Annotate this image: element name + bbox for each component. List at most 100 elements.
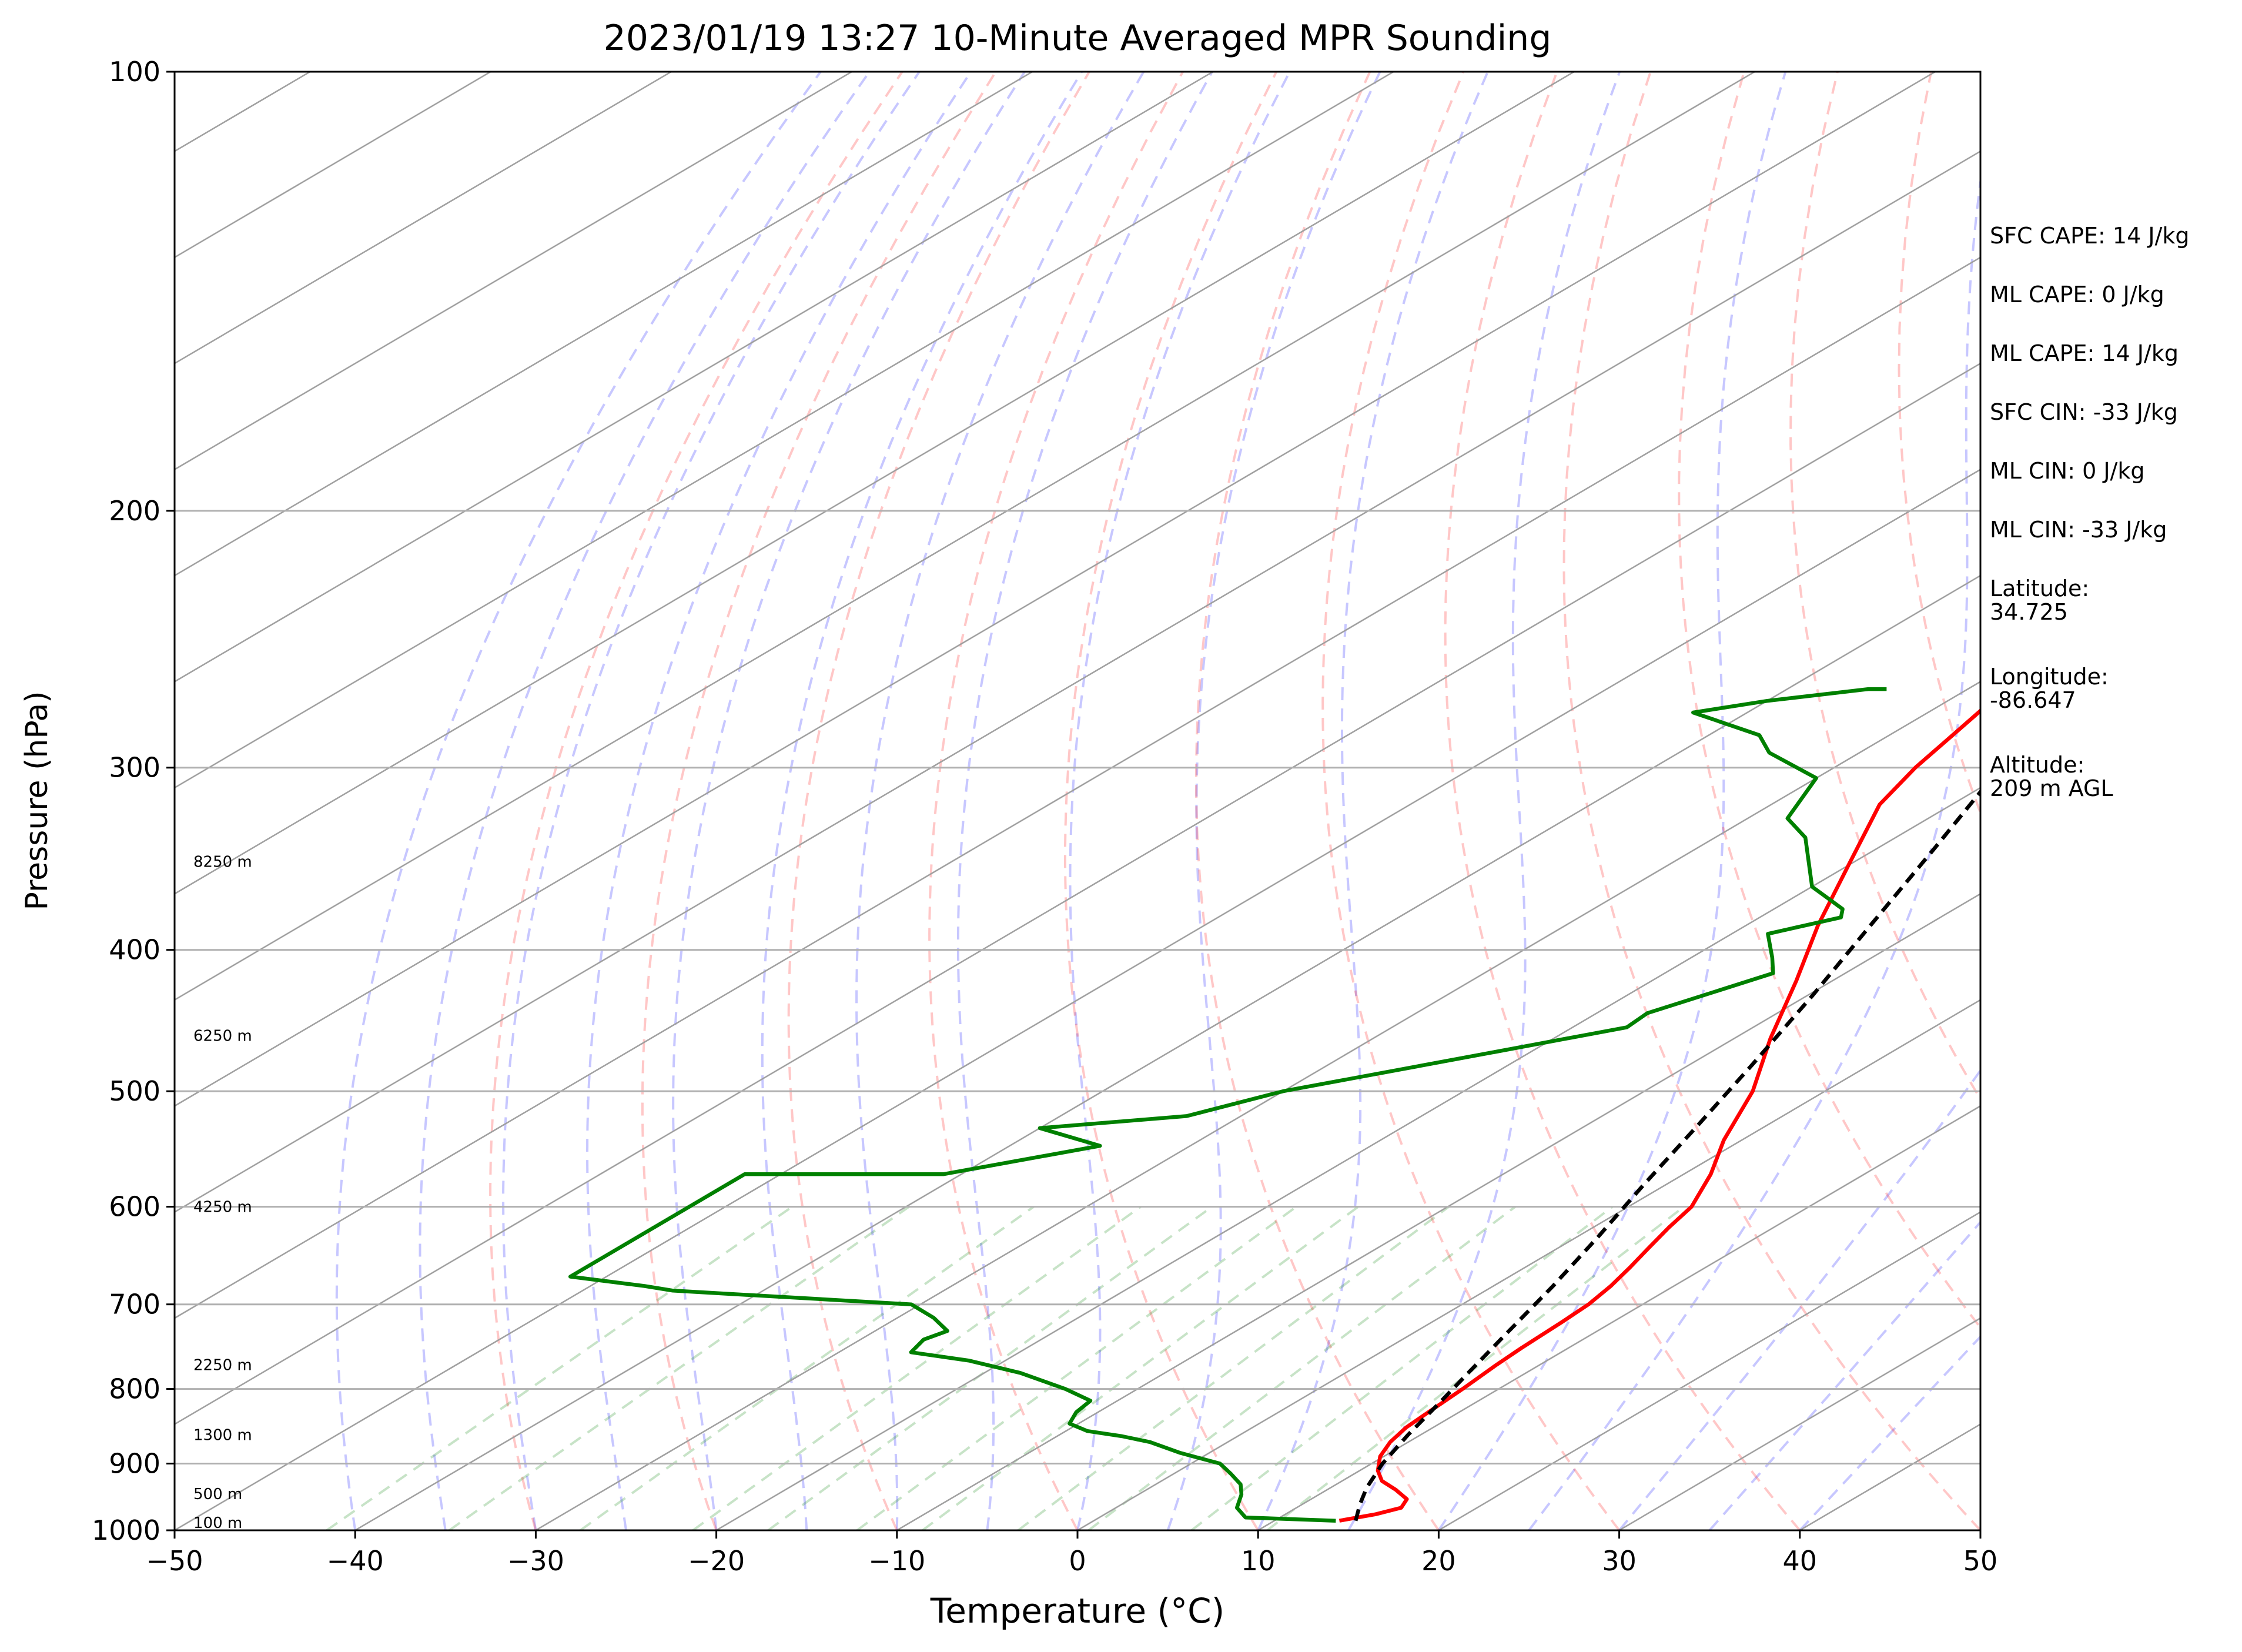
isotherm-line	[1257, 1105, 1980, 1530]
height-labels: 100 m 500 m 1300 m 2250 m 4250 m 6250 m 8250 m	[193, 854, 252, 1532]
sounding-series	[568, 687, 1980, 1523]
y-tick-label: 200	[109, 495, 160, 527]
moist-adiabat	[1528, 174, 1980, 1530]
y-tick-label: 800	[109, 1373, 160, 1405]
info-text: ML CAPE: 14 J/kg	[1990, 340, 2179, 366]
info-line: SFC CAPE: 14 J/kg	[1990, 223, 2190, 249]
isotherm-line	[175, 72, 1394, 789]
y-tick-label: 100	[109, 56, 160, 88]
info-line: ML CAPE: 0 J/kg	[1990, 282, 2164, 307]
x-tick-label: −30	[507, 1545, 564, 1577]
isotherm-line	[535, 681, 1980, 1530]
info-line: ML CIN: -33 J/kg	[1990, 517, 2167, 543]
moist-adiabat	[761, 72, 1083, 1530]
moist-adiabat	[419, 72, 871, 1530]
mixing-ratio-line	[326, 1205, 793, 1530]
dry-adiabat	[1064, 72, 1278, 1530]
moist-adiabats	[335, 72, 1980, 1530]
isotherm-line	[354, 574, 1980, 1530]
isotherm-line	[175, 256, 1980, 1319]
isotherm-line	[175, 72, 1755, 1001]
isotherms	[175, 72, 1980, 1530]
isotherm-line	[175, 362, 1980, 1426]
isotherm-line	[1438, 1211, 1980, 1530]
height-label: 500 m	[193, 1486, 242, 1503]
info-text: ML CAPE: 0 J/kg	[1990, 282, 2164, 307]
isotherm-line	[175, 72, 1936, 1107]
x-tick-label: 40	[1783, 1545, 1818, 1577]
dry-adiabat	[1444, 72, 1801, 1530]
series-line-1	[1354, 788, 1980, 1521]
height-label: 6250 m	[193, 1028, 252, 1045]
info-text: Altitude: 209 m AGL	[1990, 752, 2113, 801]
isotherm-line	[175, 72, 1033, 577]
info-line: Latitude:	[1990, 576, 2089, 601]
info-line: 209 m AGL	[1990, 775, 2113, 801]
y-tick-label: 700	[109, 1289, 160, 1320]
dry-adiabats	[489, 72, 1980, 1530]
info-line: Longitude:	[1990, 664, 2109, 690]
isotherm-line	[1077, 999, 1980, 1530]
sounding-parameters: SFC CAPE: 14 J/kg ML CAPE: 0 J/kg ML CAPE:…	[1990, 223, 2190, 801]
dry-adiabat	[1562, 72, 1980, 1530]
y-tick-label: 1000	[92, 1514, 160, 1546]
height-label: 100 m	[193, 1514, 242, 1532]
isotherm-line	[175, 469, 1980, 1530]
isotherm-line	[175, 72, 672, 364]
dry-adiabat	[787, 72, 1090, 1530]
dry-adiabat	[1678, 72, 1980, 1330]
y-axis-title: Pressure (hPa)	[19, 691, 55, 911]
moist-adiabat	[1257, 72, 1489, 1530]
isotherm-line	[175, 150, 1980, 1213]
info-text: ML CIN: 0 J/kg	[1990, 458, 2144, 484]
dry-adiabat	[1194, 72, 1440, 1530]
y-axis: 1000 900 800 700 600 500 400 300 200 100	[92, 56, 175, 1546]
mixing-ratio-line	[1190, 1206, 1614, 1530]
isotherm-line	[896, 892, 1980, 1530]
info-line: SFC CIN: -33 J/kg	[1990, 399, 2178, 425]
info-line: Altitude:	[1990, 752, 2084, 778]
series-line-2	[568, 687, 1887, 1523]
x-tick-label: −50	[146, 1545, 203, 1577]
height-label: 1300 m	[193, 1426, 252, 1444]
x-tick-label: 30	[1602, 1545, 1637, 1577]
isotherm-line	[175, 72, 1575, 895]
x-tick-label: −10	[868, 1545, 925, 1577]
moist-adiabat	[585, 72, 972, 1530]
x-tick-label: 0	[1069, 1545, 1086, 1577]
y-tick-label: 300	[109, 752, 160, 784]
series-line-0	[1338, 708, 1980, 1523]
x-tick-label: −40	[327, 1545, 384, 1577]
moist-adiabat	[672, 72, 1026, 1530]
x-tick-label: 50	[1963, 1545, 1998, 1577]
height-label: 8250 m	[193, 854, 252, 871]
isotherm-line	[715, 787, 1980, 1530]
x-axis-title: Temperature (°C)	[930, 1591, 1225, 1631]
info-text: Latitude: 34.725	[1990, 576, 2089, 625]
x-tick-label: −20	[688, 1545, 745, 1577]
y-tick-label: 400	[109, 934, 160, 966]
isotherm-line	[175, 72, 1214, 683]
info-line: 34.725	[1990, 599, 2068, 625]
moist-adiabat	[1166, 72, 1381, 1530]
dry-adiabat	[641, 72, 997, 1530]
mixing-ratio-line	[1266, 1206, 1685, 1530]
plot-area	[175, 72, 1980, 1530]
y-tick-label: 900	[109, 1447, 160, 1479]
moist-adiabat	[502, 72, 921, 1530]
isotherm-line	[175, 72, 852, 471]
info-text: SFC CAPE: 14 J/kg	[1990, 223, 2190, 249]
dry-adiabat	[928, 72, 1184, 1530]
isobars	[175, 72, 1980, 1530]
info-line: ML CIN: 0 J/kg	[1990, 458, 2144, 484]
moist-adiabat	[1708, 1220, 1980, 1530]
info-text: ML CIN: -33 J/kg	[1990, 517, 2167, 543]
moist-adiabat	[1618, 1068, 1980, 1530]
info-text: Longitude: -86.647	[1990, 664, 2109, 713]
height-label: 2250 m	[193, 1356, 252, 1374]
info-line: -86.647	[1990, 687, 2076, 713]
moist-adiabat	[335, 72, 822, 1530]
moist-adiabat	[1437, 72, 1787, 1530]
